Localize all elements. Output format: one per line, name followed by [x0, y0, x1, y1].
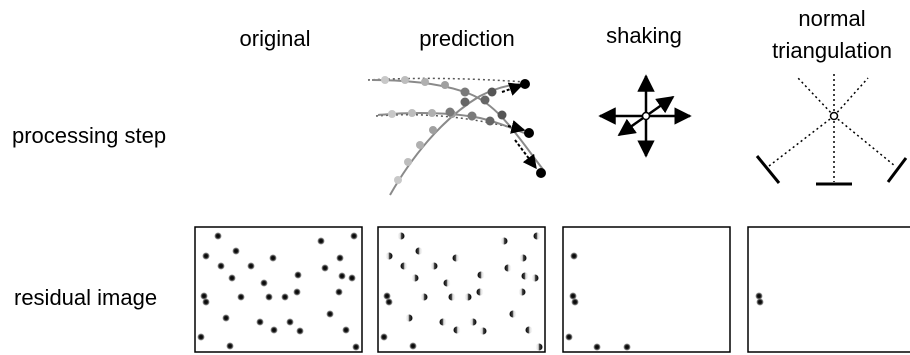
column-title-normal-line1: normal [798, 6, 865, 31]
residual-prediction [377, 226, 546, 353]
prediction-illustration [367, 76, 546, 196]
row-label-residual-image: residual image [14, 285, 157, 310]
row-label-processing-step: processing step [12, 123, 166, 148]
column-title-normal-line2: triangulation [772, 38, 892, 63]
column-title-original: original [240, 26, 311, 51]
shaking-illustration [598, 74, 692, 158]
column-title-prediction: prediction [419, 26, 514, 51]
residual-triangulation [747, 226, 910, 353]
residual-original [194, 226, 363, 353]
column-title-shaking: shaking [606, 23, 682, 48]
triangulation-illustration [755, 74, 908, 186]
residual-shaking [562, 226, 731, 353]
